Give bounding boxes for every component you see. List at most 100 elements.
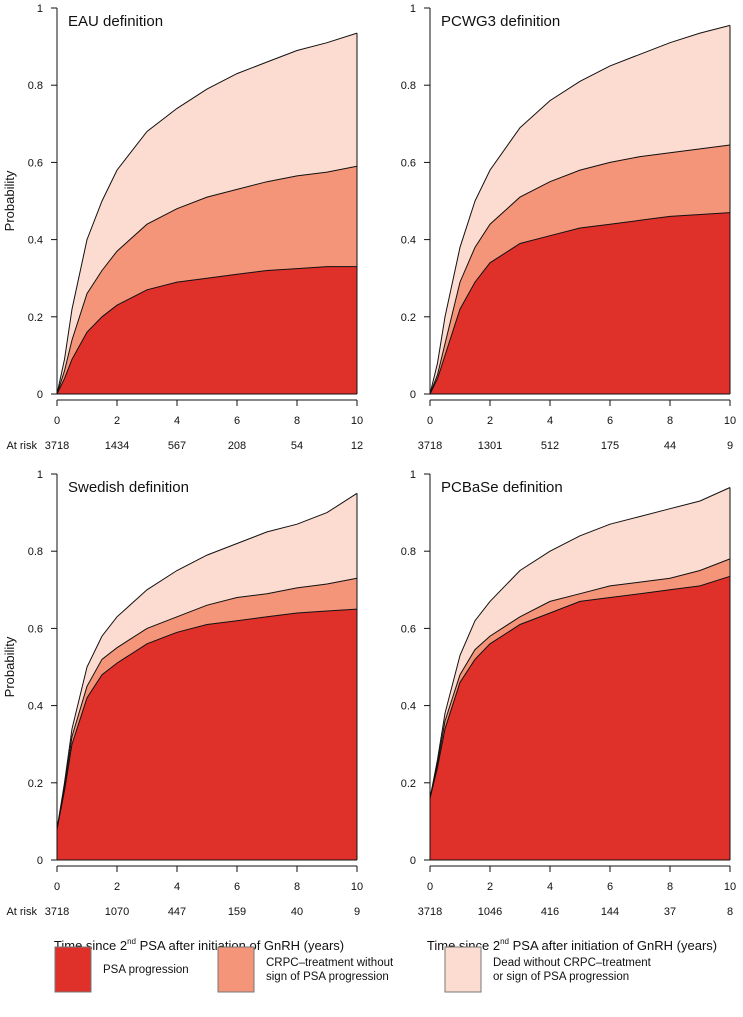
y-tick-label: 1 (37, 3, 43, 15)
y-tick-label: 0.2 (28, 312, 43, 324)
y-tick-label: 1 (37, 469, 43, 481)
x-tick-label: 0 (427, 881, 433, 893)
area-psa-progression (57, 609, 357, 860)
legend-label: sign of PSA progression (266, 971, 389, 983)
curve-line-2 (429, 558, 731, 799)
legend-item-1: PSA progression (54, 946, 189, 993)
y-tick-label: 0 (37, 389, 43, 401)
at-risk-value: 37 (664, 906, 676, 918)
x-tick-label: 2 (487, 881, 493, 893)
curve-line-3 (56, 32, 358, 395)
legend-swatch (54, 946, 92, 993)
at-risk-value: 8 (727, 906, 733, 918)
panel-title: PCBaSe definition (441, 479, 563, 496)
x-tick-label: 4 (174, 881, 180, 893)
panel-title: Swedish definition (68, 479, 189, 496)
y-axis-label: Probability (2, 170, 17, 231)
legend-label: PSA progression (103, 964, 189, 976)
legend-swatch (217, 946, 255, 993)
y-tick-label: 0.4 (401, 701, 416, 713)
at-risk-value: 567 (168, 440, 186, 452)
at-risk-value: 208 (228, 440, 246, 452)
area-psa-progression (430, 212, 730, 394)
curve-line-1 (429, 212, 731, 395)
x-tick-label: 10 (351, 415, 363, 427)
y-tick-label: 0.6 (28, 623, 43, 635)
curve-line-2 (56, 165, 358, 395)
curve-line-2 (56, 577, 358, 830)
panel-title: EAU definition (68, 13, 163, 30)
at-risk-value: 3718 (418, 906, 442, 918)
x-tick-label: 0 (54, 415, 60, 427)
at-risk-value: 40 (291, 906, 303, 918)
legend-item-2: CRPC–treatment without sign of PSA progre… (217, 946, 394, 993)
y-tick-label: 0.4 (28, 701, 43, 713)
y-axis-label: Probability (2, 636, 17, 697)
at-risk-value: 9 (727, 440, 733, 452)
y-tick-label: 0.2 (401, 778, 416, 790)
x-tick-label: 8 (294, 415, 300, 427)
panel-4: 00.20.40.60.81037182104644166144837108PC… (401, 469, 736, 953)
y-tick-label: 0.8 (28, 546, 43, 558)
panel-title: PCWG3 definition (441, 13, 560, 30)
y-tick-label: 0.8 (401, 80, 416, 92)
legend-label: Dead without CRPC–treatment (493, 957, 652, 969)
at-risk-label: At risk (6, 906, 37, 918)
at-risk-value: 144 (601, 906, 619, 918)
at-risk-value: 175 (601, 440, 619, 452)
x-tick-label: 6 (607, 415, 613, 427)
x-tick-label: 6 (234, 881, 240, 893)
at-risk-value: 1070 (105, 906, 129, 918)
y-tick-label: 0.6 (401, 157, 416, 169)
legend-label: CRPC–treatment without (266, 957, 394, 969)
x-tick-label: 2 (114, 881, 120, 893)
at-risk-value: 159 (228, 906, 246, 918)
x-tick-label: 6 (234, 415, 240, 427)
x-tick-label: 8 (667, 881, 673, 893)
x-tick-label: 0 (54, 881, 60, 893)
at-risk-value: 9 (354, 906, 360, 918)
area-psa-progression (57, 266, 357, 394)
panel-1: 00.20.40.60.810371821434456762088541012A… (2, 3, 363, 452)
at-risk-value: 3718 (45, 440, 69, 452)
y-tick-label: 0.4 (28, 235, 43, 247)
area-psa-progression (430, 576, 730, 860)
x-tick-label: 8 (294, 881, 300, 893)
at-risk-label: At risk (6, 440, 37, 452)
y-tick-label: 0.6 (28, 157, 43, 169)
x-tick-label: 0 (427, 415, 433, 427)
curve-line-1 (429, 575, 731, 799)
x-tick-label: 2 (487, 415, 493, 427)
x-tick-label: 6 (607, 881, 613, 893)
at-risk-value: 1301 (478, 440, 502, 452)
x-tick-label: 8 (667, 415, 673, 427)
x-tick-label: 10 (351, 881, 363, 893)
y-tick-label: 0.8 (28, 80, 43, 92)
curve-line-1 (56, 608, 358, 830)
y-tick-label: 0.6 (401, 623, 416, 635)
at-risk-value: 447 (168, 906, 186, 918)
y-tick-label: 0 (37, 855, 43, 867)
legend-item-3: Dead without CRPC–treatment or sign of PS… (444, 946, 652, 993)
at-risk-value: 12 (351, 440, 363, 452)
at-risk-value: 44 (664, 440, 676, 452)
panel-2: 00.20.40.60.81037182130145126175844109PC… (401, 3, 736, 452)
y-tick-label: 1 (410, 469, 416, 481)
at-risk-value: 416 (541, 906, 559, 918)
legend: PSA progression CRPC–treatment without sig… (54, 946, 652, 993)
curve-line-1 (56, 266, 357, 395)
curve-line-2 (429, 144, 731, 395)
y-tick-label: 1 (410, 3, 416, 15)
curve-line-3 (56, 492, 358, 830)
x-tick-label: 10 (724, 415, 736, 427)
at-risk-value: 1434 (105, 440, 129, 452)
panel-3: 00.20.40.60.81037182107044476159840109At… (2, 469, 363, 953)
x-tick-label: 4 (174, 415, 180, 427)
y-tick-label: 0.8 (401, 546, 416, 558)
y-tick-label: 0.2 (401, 312, 416, 324)
legend-swatch (444, 946, 482, 993)
at-risk-value: 3718 (418, 440, 442, 452)
x-tick-label: 4 (547, 881, 553, 893)
legend-label: or sign of PSA progression (493, 971, 629, 983)
